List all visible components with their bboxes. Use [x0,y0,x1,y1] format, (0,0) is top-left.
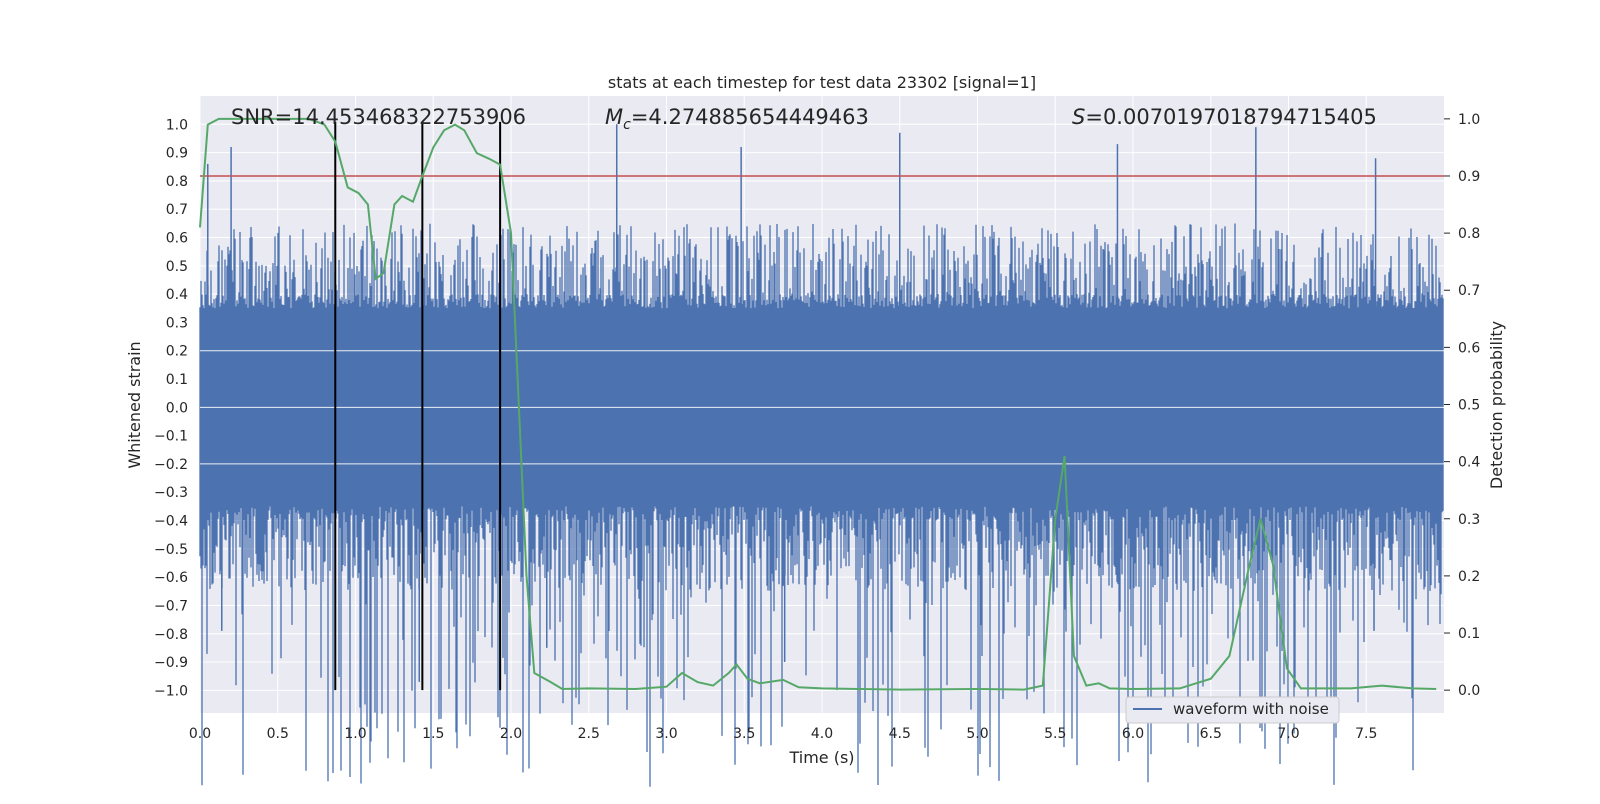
y-tick-label-left: 0.9 [166,146,188,162]
y-tick-label-right: 0.2 [1458,569,1480,585]
x-tick-label: 2.5 [578,726,600,742]
x-tick-label: 1.0 [344,726,366,742]
y-tick-label-right: 0.6 [1458,340,1480,356]
x-tick-label: 6.5 [1200,726,1222,742]
y-tick-label-left: −0.2 [154,457,188,473]
x-tick-label: 5.0 [966,726,988,742]
waveform-series [199,124,1444,787]
x-tick-label: 0.5 [267,726,289,742]
legend-label: waveform with noise [1173,700,1329,718]
chart-title: stats at each timestep for test data 233… [608,73,1036,92]
y-tick-label-left: 0.5 [166,259,188,275]
x-tick-label: 7.5 [1355,726,1377,742]
y-tick-label-right: 0.9 [1458,169,1480,185]
y-tick-label-left: −0.9 [154,655,188,671]
y-tick-label-left: −0.6 [154,570,188,586]
y-tick-label-right: 0.0 [1458,683,1480,699]
x-tick-label: 4.5 [889,726,911,742]
x-tick-label: 2.0 [500,726,522,742]
y-tick-label-left: 0.3 [166,315,188,331]
probability-series [199,117,1437,691]
y-tick-label-left: −1.0 [154,683,188,699]
mc-subscript: c [623,117,631,133]
y-tick-label-right: 0.8 [1458,226,1480,242]
legend-box [1125,696,1340,724]
y-tick-label-left: 0.0 [166,400,188,416]
y-tick-label-left: 0.4 [166,287,188,303]
y-axis-label-left: Whitened strain [125,341,144,468]
vertical-markers [334,121,502,691]
s-annotation: S=0.0070197018794715405 [1072,105,1377,129]
x-tick-label: 4.0 [811,726,833,742]
y-tick-label-right: 0.1 [1458,626,1480,642]
y-tick-label-left: 0.1 [166,372,188,388]
mc-symbol: M [605,105,623,129]
y-tick-label-left: 0.6 [166,231,188,247]
legend: waveform with noise [1125,696,1340,724]
probability-line [199,117,1437,691]
y-tick-label-right: 0.7 [1458,283,1480,299]
y-tick-label-right: 0.4 [1458,455,1480,471]
x-tick-label: 3.0 [655,726,677,742]
x-tick-label: 0.0 [189,726,211,742]
x-tick-label: 6.0 [1122,726,1144,742]
y-tick-label-left: −0.3 [154,485,188,501]
x-tick-label: 3.5 [733,726,755,742]
mc-annotation: Mc=4.274885654449463 [605,105,869,133]
y-tick-label-left: −0.8 [154,627,188,643]
y-tick-label-left: 1.0 [166,117,188,133]
y-axis-label-right: Detection probability [1487,321,1506,489]
x-tick-label: 5.5 [1044,726,1066,742]
y-tick-label-left: −0.5 [154,542,188,558]
s-value: =0.0070197018794715405 [1085,105,1377,129]
y-tick-label-left: 0.7 [166,202,188,218]
mc-value: =4.274885654449463 [631,105,869,129]
y-tick-label-right: 0.5 [1458,398,1480,414]
y-tick-label-right: 0.3 [1458,512,1480,528]
x-axis-label: Time (s) [788,748,854,767]
x-tick-label: 1.5 [422,726,444,742]
x-tick-label: 7.0 [1277,726,1299,742]
s-symbol: S [1072,105,1085,129]
y-tick-label-left: −0.1 [154,429,188,445]
y-tick-label-left: −0.7 [154,598,188,614]
axis-ticks: 0.0 0.5 1.0 1.5 2.0 2.5 3.0 3.5 4.0 4.5 5.0 5.5 6.0 6… [154,112,1480,742]
y-tick-label-left: 0.2 [166,344,188,360]
y-tick-label-left: 0.8 [166,174,188,190]
snr-annotation: SNR=14.453468322753906 [231,105,526,129]
y-tick-label-right: 1.0 [1458,112,1480,128]
y-tick-label-left: −0.4 [154,514,188,530]
